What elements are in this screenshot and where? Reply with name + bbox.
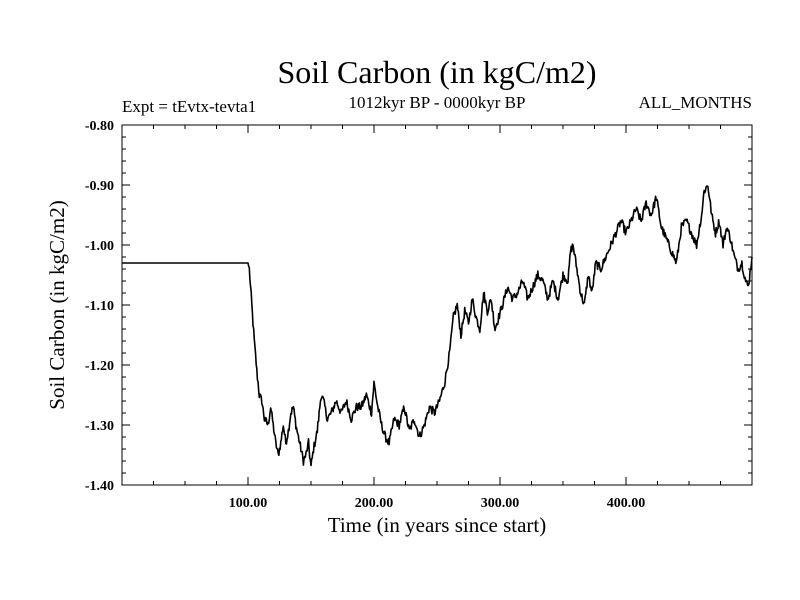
time-range-label: 1012kyr BP - 0000kyr BP bbox=[349, 93, 526, 112]
y-tick-label: -1.30 bbox=[85, 419, 114, 434]
y-tick-label: -0.90 bbox=[85, 179, 114, 194]
x-tick-label: 300.00 bbox=[481, 496, 520, 511]
y-tick-label: -0.80 bbox=[85, 119, 114, 134]
y-tick-label: -1.10 bbox=[85, 299, 114, 314]
y-tick-label: -1.00 bbox=[85, 239, 114, 254]
chart-title: Soil Carbon (in kgC/m2) bbox=[277, 54, 596, 90]
experiment-label: Expt = tEvtx-tevta1 bbox=[122, 97, 256, 116]
y-tick-label: -1.20 bbox=[85, 359, 114, 374]
y-axis-label: Soil Carbon (in kgC/m2) bbox=[45, 200, 69, 409]
y-tick-label: -1.40 bbox=[85, 479, 114, 494]
x-axis-label: Time (in years since start) bbox=[328, 513, 547, 537]
y-axis-ticks bbox=[122, 136, 752, 474]
x-axis-ticks bbox=[153, 125, 721, 485]
months-label: ALL_MONTHS bbox=[639, 93, 752, 112]
x-tick-label: 400.00 bbox=[607, 496, 646, 511]
soil-carbon-series-line bbox=[121, 185, 753, 467]
y-axis-tick-labels: -0.80 -0.90 -1.00 -1.10 -1.20 -1.30 -1.40 bbox=[85, 119, 114, 494]
x-tick-label: 100.00 bbox=[229, 496, 268, 511]
x-axis-tick-labels: 100.00 200.00 300.00 400.00 bbox=[229, 496, 646, 511]
x-tick-label: 200.00 bbox=[355, 496, 394, 511]
plot-frame bbox=[121, 124, 753, 486]
